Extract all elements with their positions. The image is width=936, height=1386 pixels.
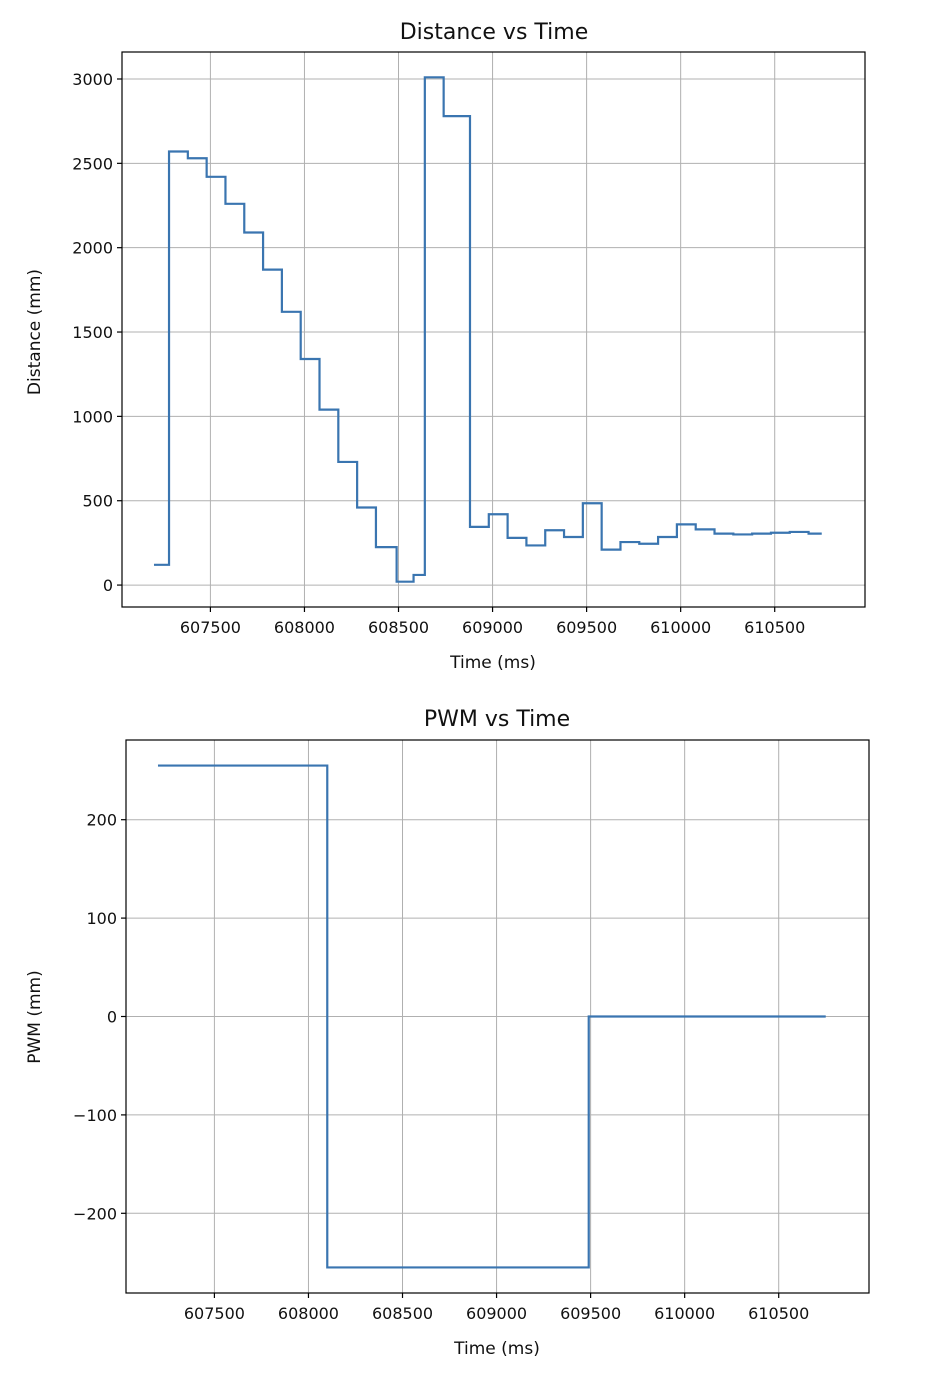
pwm-xtick-label: 609000 (466, 1304, 527, 1323)
pwm-xtick-label: 609500 (560, 1304, 621, 1323)
pwm-ytick-label: −200 (73, 1204, 117, 1223)
pwm-ytick-label: 200 (86, 811, 117, 830)
distance-series (153, 76, 822, 583)
distance-ytick-label: 2500 (72, 154, 113, 173)
pwm-chart-ticks: 607500 608000 608500 609000 609500 610000 6105… (73, 811, 809, 1323)
distance-chart-ticks: 607500 608000 608500 609000 609500 610000 6105… (72, 70, 805, 637)
distance-ytick-label: 1500 (72, 323, 113, 342)
pwm-chart-title: PWM vs Time (424, 707, 570, 732)
pwm-ytick-label: 0 (107, 1008, 117, 1027)
pwm-series-line (157, 764, 826, 1269)
distance-xtick-label: 608500 (368, 618, 429, 637)
distance-ytick-label: 1000 (72, 407, 113, 426)
distance-xtick-label: 610500 (744, 618, 805, 637)
distance-xtick-label: 610000 (650, 618, 711, 637)
pwm-chart: PWM vs Time 607500 608000 608500 609000 6095… (25, 707, 870, 1359)
distance-ytick-label: 3000 (72, 70, 113, 89)
pwm-chart-ylabel: PWM (mm) (25, 970, 45, 1064)
pwm-chart-xlabel: Time (ms) (453, 1339, 540, 1359)
pwm-xtick-label: 610000 (654, 1304, 715, 1323)
pwm-xtick-label: 608500 (372, 1304, 433, 1323)
distance-chart-grid (122, 52, 865, 607)
pwm-xtick-label: 607500 (184, 1304, 245, 1323)
pwm-ytick-label: 100 (86, 909, 117, 928)
distance-xtick-label: 607500 (180, 618, 241, 637)
distance-xtick-label: 609500 (556, 618, 617, 637)
distance-series-line (153, 76, 822, 583)
distance-chart-ylabel: Distance (mm) (25, 269, 45, 395)
pwm-ytick-label: −100 (73, 1106, 117, 1125)
distance-chart-xlabel: Time (ms) (449, 653, 536, 673)
pwm-xtick-label: 610500 (748, 1304, 809, 1323)
distance-plot-frame (121, 51, 866, 608)
distance-xtick-label: 608000 (274, 618, 335, 637)
distance-ytick-label: 0 (103, 576, 113, 595)
distance-ytick-label: 500 (82, 492, 113, 511)
distance-chart-title: Distance vs Time (400, 20, 589, 45)
pwm-xtick-label: 608000 (278, 1304, 339, 1323)
distance-ytick-label: 2000 (72, 239, 113, 258)
distance-chart: Distance vs Time 607500 608000 608500 60900… (25, 20, 866, 673)
distance-xtick-label: 609000 (462, 618, 523, 637)
pwm-series (157, 764, 826, 1269)
